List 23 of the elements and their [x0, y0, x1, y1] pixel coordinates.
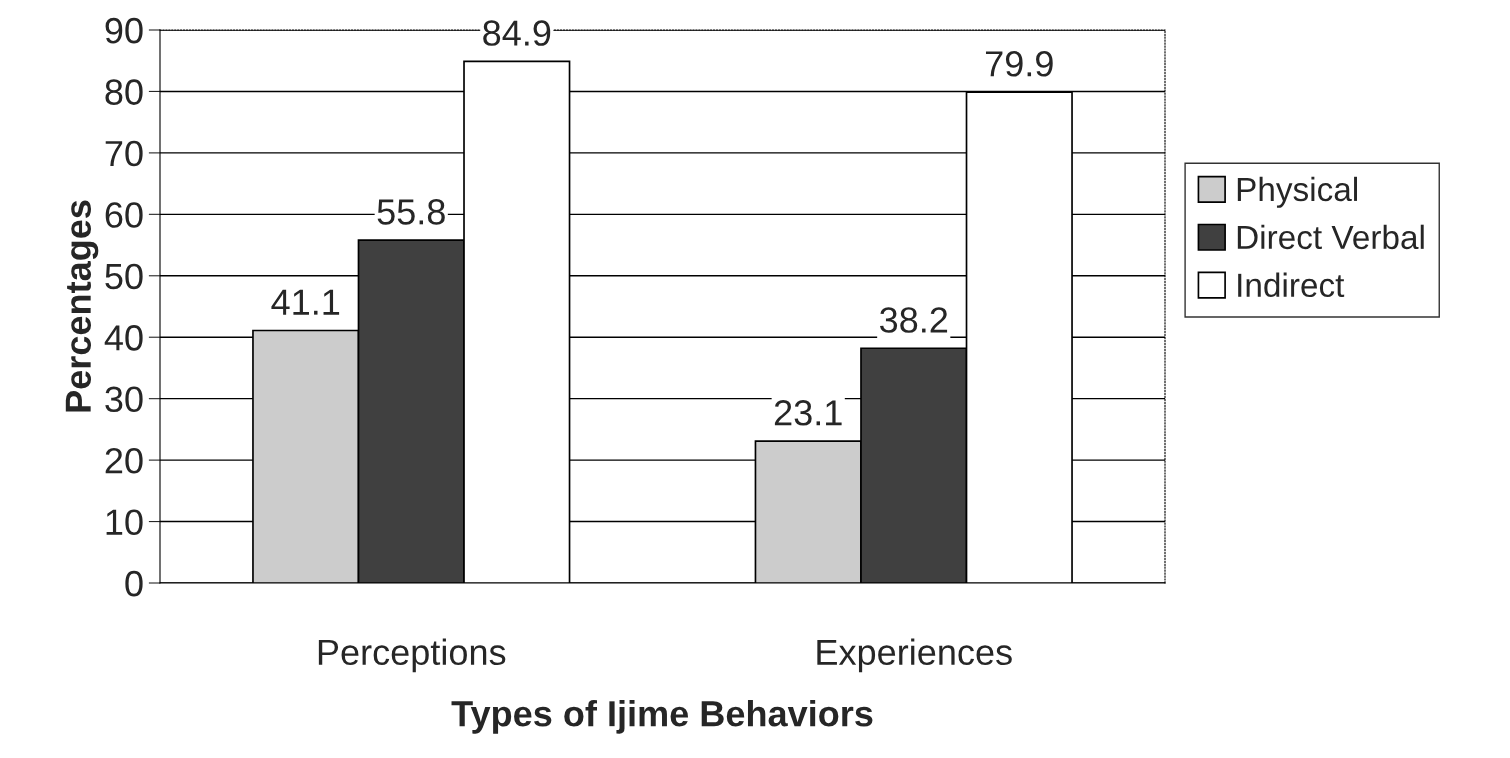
y-tick-label: 20 — [105, 447, 143, 474]
y-tick-label: 90 — [105, 17, 143, 44]
y-tick-label: 30 — [105, 386, 143, 413]
data-label: 23.1 — [774, 400, 842, 426]
y-tick-label: 60 — [105, 202, 143, 228]
y-tick-label: 0 — [125, 570, 143, 597]
y-tick-label: 10 — [106, 509, 143, 535]
y-tick-label: 50 — [105, 263, 143, 290]
data-label: 38.2 — [879, 307, 948, 333]
y-axis-title: Percentages — [65, 200, 99, 412]
legend-label: Physical — [1237, 176, 1357, 208]
y-tick-label: 80 — [105, 79, 143, 105]
x-axis-title: Types of Ijime Behaviors — [451, 700, 873, 734]
y-tick-label: 70 — [105, 140, 143, 167]
x-tick-label: Experiences — [817, 638, 1012, 673]
data-label: 84.9 — [483, 20, 551, 46]
data-label: 55.8 — [377, 199, 445, 225]
y-tick-label: 40 — [104, 325, 143, 351]
data-label: 79.9 — [985, 51, 1053, 77]
x-tick-label: Perceptions — [318, 638, 506, 673]
legend-label: Indirect — [1238, 272, 1345, 298]
data-label: 41.1 — [271, 289, 340, 315]
legend-label: Direct Verbal — [1237, 224, 1424, 250]
